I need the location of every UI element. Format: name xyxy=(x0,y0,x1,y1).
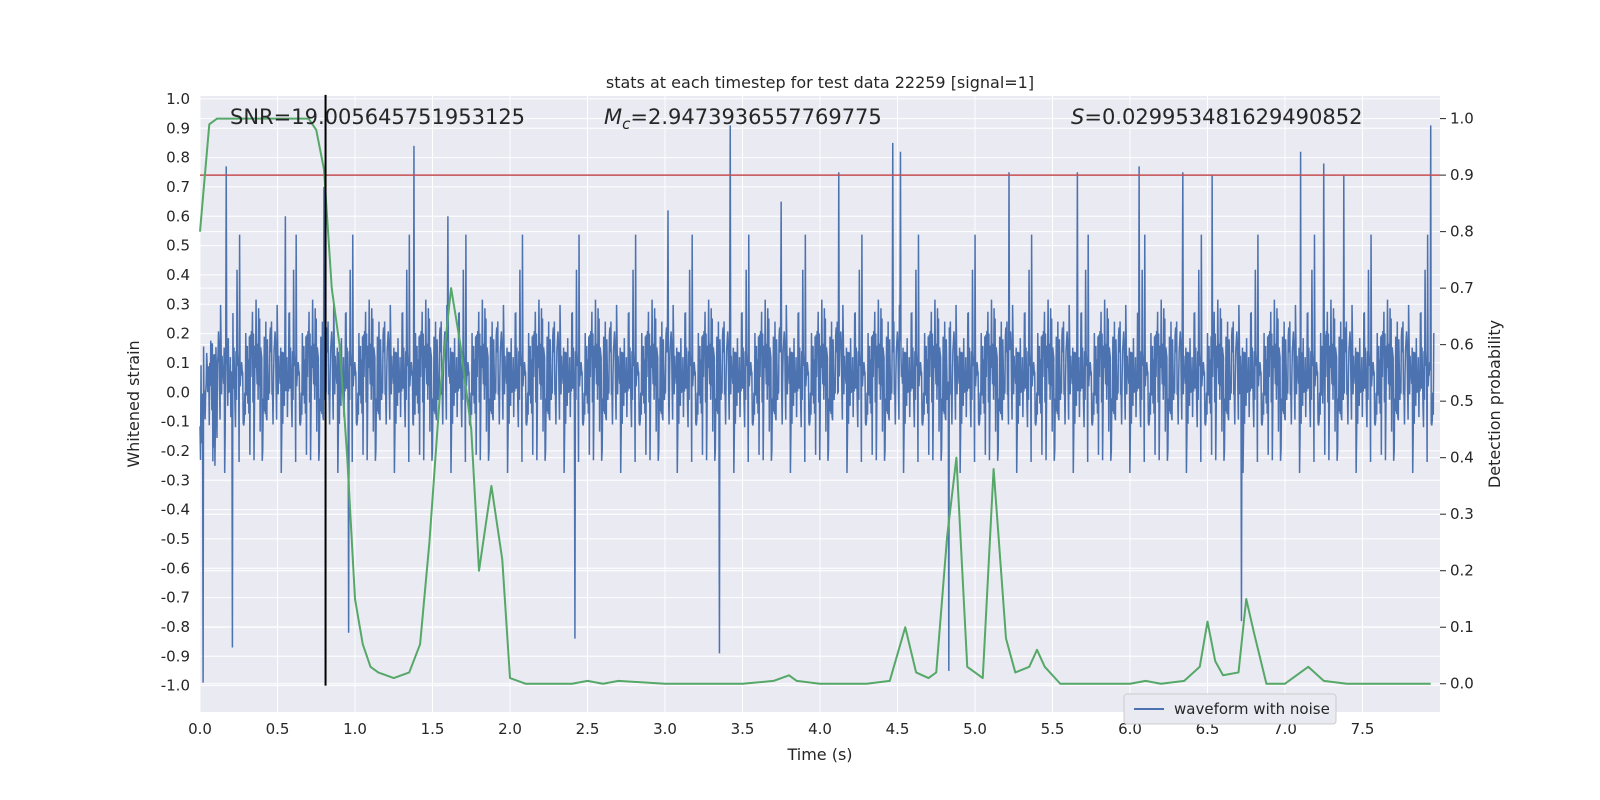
y-right-tick-label: 0.6 xyxy=(1450,336,1474,354)
x-axis-label: Time (s) xyxy=(786,745,852,764)
x-tick-label: 7.5 xyxy=(1351,720,1375,738)
y-left-tick-label: -1.0 xyxy=(161,677,190,695)
y-left-tick-label: 0.3 xyxy=(166,295,190,313)
x-tick-label: 4.5 xyxy=(886,720,910,738)
x-tick-label: 4.0 xyxy=(808,720,832,738)
y-right-tick-label: 0.2 xyxy=(1450,562,1474,580)
y-left-tick-label: 0.9 xyxy=(166,119,190,137)
y-right-tick-label: 0.9 xyxy=(1450,166,1474,184)
legend-box xyxy=(1123,693,1337,725)
y-right-tick-label: 0.7 xyxy=(1450,279,1474,297)
y-left-tick-label: -0.3 xyxy=(161,471,190,489)
y-left-tick-label: -0.2 xyxy=(161,442,190,460)
y-right-tick-label: 0.4 xyxy=(1450,449,1474,467)
y-left-tick-label: 1.0 xyxy=(166,90,190,108)
y-right-tick-label: 0.1 xyxy=(1450,618,1474,636)
mc-value: =2.9473936557769775 xyxy=(630,105,881,129)
x-tick-label: 1.0 xyxy=(343,720,367,738)
series-waveform-with-noise xyxy=(199,125,1435,683)
y-left-tick-label: -0.1 xyxy=(161,413,190,431)
y-left-axis-label: Whitened strain xyxy=(124,340,143,467)
x-tick-label: 0.0 xyxy=(188,720,212,738)
y-left-tick-label: 0.7 xyxy=(166,178,190,196)
y-right-axis-ticks: 1.0 0.9 0.8 0.7 0.6 0.5 0.4 0.3 0.2 0.1 0.0 xyxy=(1440,110,1474,693)
y-right-tick-label: 0.3 xyxy=(1450,505,1474,523)
x-tick-label: 3.5 xyxy=(731,720,755,738)
mc-annotation: Mc=2.9473936557769775 xyxy=(604,105,882,133)
x-tick-label: 0.5 xyxy=(266,720,290,738)
x-tick-label: 2.5 xyxy=(576,720,600,738)
legend: waveform with noise xyxy=(1123,693,1337,725)
s-symbol: S xyxy=(1071,105,1084,129)
y-left-tick-label: 0.2 xyxy=(166,325,190,343)
x-tick-label: 5.5 xyxy=(1041,720,1065,738)
y-left-tick-label: -0.4 xyxy=(161,501,190,519)
x-axis-ticks: 0.0 0.5 1.0 1.5 2.0 2.5 3.0 3.5 4.0 4.5 5.0 5.5 6.0 6… xyxy=(188,720,1374,738)
y-left-tick-label: 0.0 xyxy=(166,383,190,401)
y-left-tick-label: 0.8 xyxy=(166,149,190,167)
x-tick-label: 5.0 xyxy=(963,720,987,738)
probability-series xyxy=(199,117,1431,685)
x-tick-label: 3.0 xyxy=(653,720,677,738)
y-left-tick-label: 0.6 xyxy=(166,207,190,225)
y-right-axis-label: Detection probability xyxy=(1485,320,1504,488)
waveform-series xyxy=(199,125,1435,683)
y-left-tick-label: 0.4 xyxy=(166,266,190,284)
y-right-tick-label: 1.0 xyxy=(1450,110,1474,128)
y-left-tick-label: -0.7 xyxy=(161,589,190,607)
y-left-tick-label: -0.8 xyxy=(161,618,190,636)
y-right-tick-label: 0.5 xyxy=(1450,392,1474,410)
y-left-tick-label: 0.1 xyxy=(166,354,190,372)
x-tick-label: 2.0 xyxy=(498,720,522,738)
s-value: =0.029953481629490852 xyxy=(1084,105,1362,129)
legend-entry: waveform with noise xyxy=(1174,700,1330,718)
y-left-tick-label: -0.5 xyxy=(161,530,190,548)
x-tick-label: 1.5 xyxy=(421,720,445,738)
y-right-tick-label: 0.0 xyxy=(1450,675,1474,693)
s-annotation: S=0.029953481629490852 xyxy=(1071,105,1362,129)
series-detection-probability xyxy=(199,117,1431,685)
snr-annotation: SNR=19.005645751953125 xyxy=(230,105,525,129)
chart-title: stats at each timestep for test data 222… xyxy=(606,73,1034,92)
mc-subscript: c xyxy=(622,115,631,133)
y-left-tick-label: -0.9 xyxy=(161,647,190,665)
y-left-tick-label: 0.5 xyxy=(166,237,190,255)
y-left-axis-ticks: 1.0 0.9 0.8 0.7 0.6 0.5 0.4 0.3 0.2 0.1 0.0 -0.1 -0.… xyxy=(161,90,190,695)
y-left-tick-label: -0.6 xyxy=(161,559,190,577)
mc-symbol: M xyxy=(604,105,622,129)
y-right-tick-label: 0.8 xyxy=(1450,223,1474,241)
